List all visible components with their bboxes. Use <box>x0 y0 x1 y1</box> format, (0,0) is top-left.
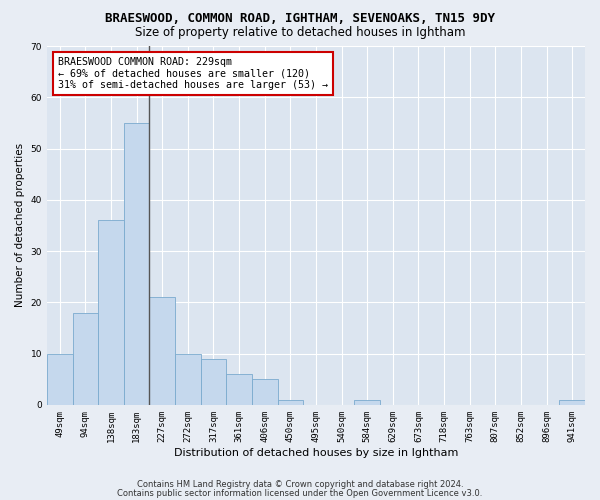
Text: BRAESWOOD COMMON ROAD: 229sqm
← 69% of detached houses are smaller (120)
31% of : BRAESWOOD COMMON ROAD: 229sqm ← 69% of d… <box>58 57 328 90</box>
Bar <box>98 220 124 405</box>
Text: BRAESWOOD, COMMON ROAD, IGHTHAM, SEVENOAKS, TN15 9DY: BRAESWOOD, COMMON ROAD, IGHTHAM, SEVENOA… <box>105 12 495 26</box>
Bar <box>559 400 585 405</box>
Bar <box>278 400 303 405</box>
X-axis label: Distribution of detached houses by size in Ightham: Distribution of detached houses by size … <box>174 448 458 458</box>
Text: Contains public sector information licensed under the Open Government Licence v3: Contains public sector information licen… <box>118 488 482 498</box>
Bar <box>175 354 200 405</box>
Bar <box>252 379 278 405</box>
Bar <box>124 123 149 405</box>
Text: Contains HM Land Registry data © Crown copyright and database right 2024.: Contains HM Land Registry data © Crown c… <box>137 480 463 489</box>
Bar <box>73 312 98 405</box>
Bar <box>355 400 380 405</box>
Bar <box>200 358 226 405</box>
Bar <box>47 354 73 405</box>
Bar <box>226 374 252 405</box>
Bar <box>149 297 175 405</box>
Y-axis label: Number of detached properties: Number of detached properties <box>15 144 25 308</box>
Text: Size of property relative to detached houses in Ightham: Size of property relative to detached ho… <box>135 26 465 39</box>
